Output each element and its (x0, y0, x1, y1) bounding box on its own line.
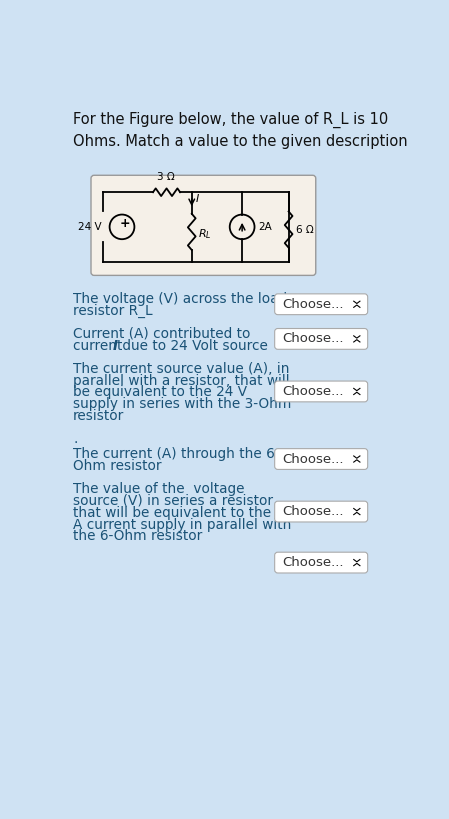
Text: .: . (73, 432, 78, 446)
Text: Ohm resistor: Ohm resistor (73, 459, 162, 473)
Text: The voltage (V) across the load: The voltage (V) across the load (73, 292, 287, 306)
Text: The value of the  voltage: The value of the voltage (73, 482, 245, 495)
FancyBboxPatch shape (275, 449, 368, 469)
Text: Choose...: Choose... (282, 453, 344, 465)
Text: the 6-Ohm resistor: the 6-Ohm resistor (73, 529, 202, 544)
Text: Choose...: Choose... (282, 298, 344, 310)
Text: 6 Ω: 6 Ω (295, 224, 313, 234)
Text: A current supply in parallel with: A current supply in parallel with (73, 518, 291, 532)
Text: source (V) in series a resistor: source (V) in series a resistor (73, 494, 273, 508)
Text: 3 Ω: 3 Ω (157, 172, 175, 182)
Text: The current source value (A), in: The current source value (A), in (73, 362, 290, 376)
FancyBboxPatch shape (275, 294, 368, 314)
Text: resistor: resistor (73, 410, 124, 423)
Text: $I$: $I$ (195, 192, 200, 205)
Text: Choose...: Choose... (282, 556, 344, 569)
Text: Choose...: Choose... (282, 385, 344, 398)
Text: The current (A) through the 6-: The current (A) through the 6- (73, 447, 280, 461)
Text: supply in series with the 3-Ohm: supply in series with the 3-Ohm (73, 397, 291, 411)
Text: be equivalent to the 24 V: be equivalent to the 24 V (73, 386, 247, 400)
FancyBboxPatch shape (275, 552, 368, 573)
FancyBboxPatch shape (275, 381, 368, 402)
Text: current: current (73, 339, 127, 353)
Text: $R_L$: $R_L$ (198, 228, 211, 241)
Text: 24 V: 24 V (78, 222, 102, 232)
Text: that will be equivalent to the 2-: that will be equivalent to the 2- (73, 505, 289, 519)
Text: For the Figure below, the value of R_L is 10
Ohms. Match a value to the given de: For the Figure below, the value of R_L i… (73, 112, 408, 149)
FancyBboxPatch shape (275, 501, 368, 522)
FancyBboxPatch shape (91, 175, 316, 275)
Text: 2A: 2A (259, 222, 272, 232)
Text: resistor R_L: resistor R_L (73, 304, 153, 319)
Text: I: I (113, 339, 118, 353)
Text: due to 24 Volt source: due to 24 Volt source (118, 339, 268, 353)
Text: +: + (120, 216, 130, 229)
Text: parallel with a resistor, that will: parallel with a resistor, that will (73, 373, 290, 387)
Text: Choose...: Choose... (282, 333, 344, 346)
Text: Choose...: Choose... (282, 505, 344, 518)
FancyBboxPatch shape (275, 328, 368, 349)
Text: Current (A) contributed to: Current (A) contributed to (73, 327, 251, 341)
